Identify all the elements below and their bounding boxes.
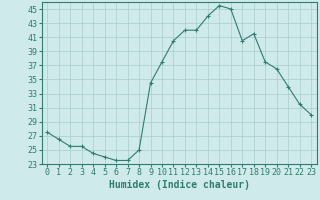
X-axis label: Humidex (Indice chaleur): Humidex (Indice chaleur) xyxy=(109,180,250,190)
